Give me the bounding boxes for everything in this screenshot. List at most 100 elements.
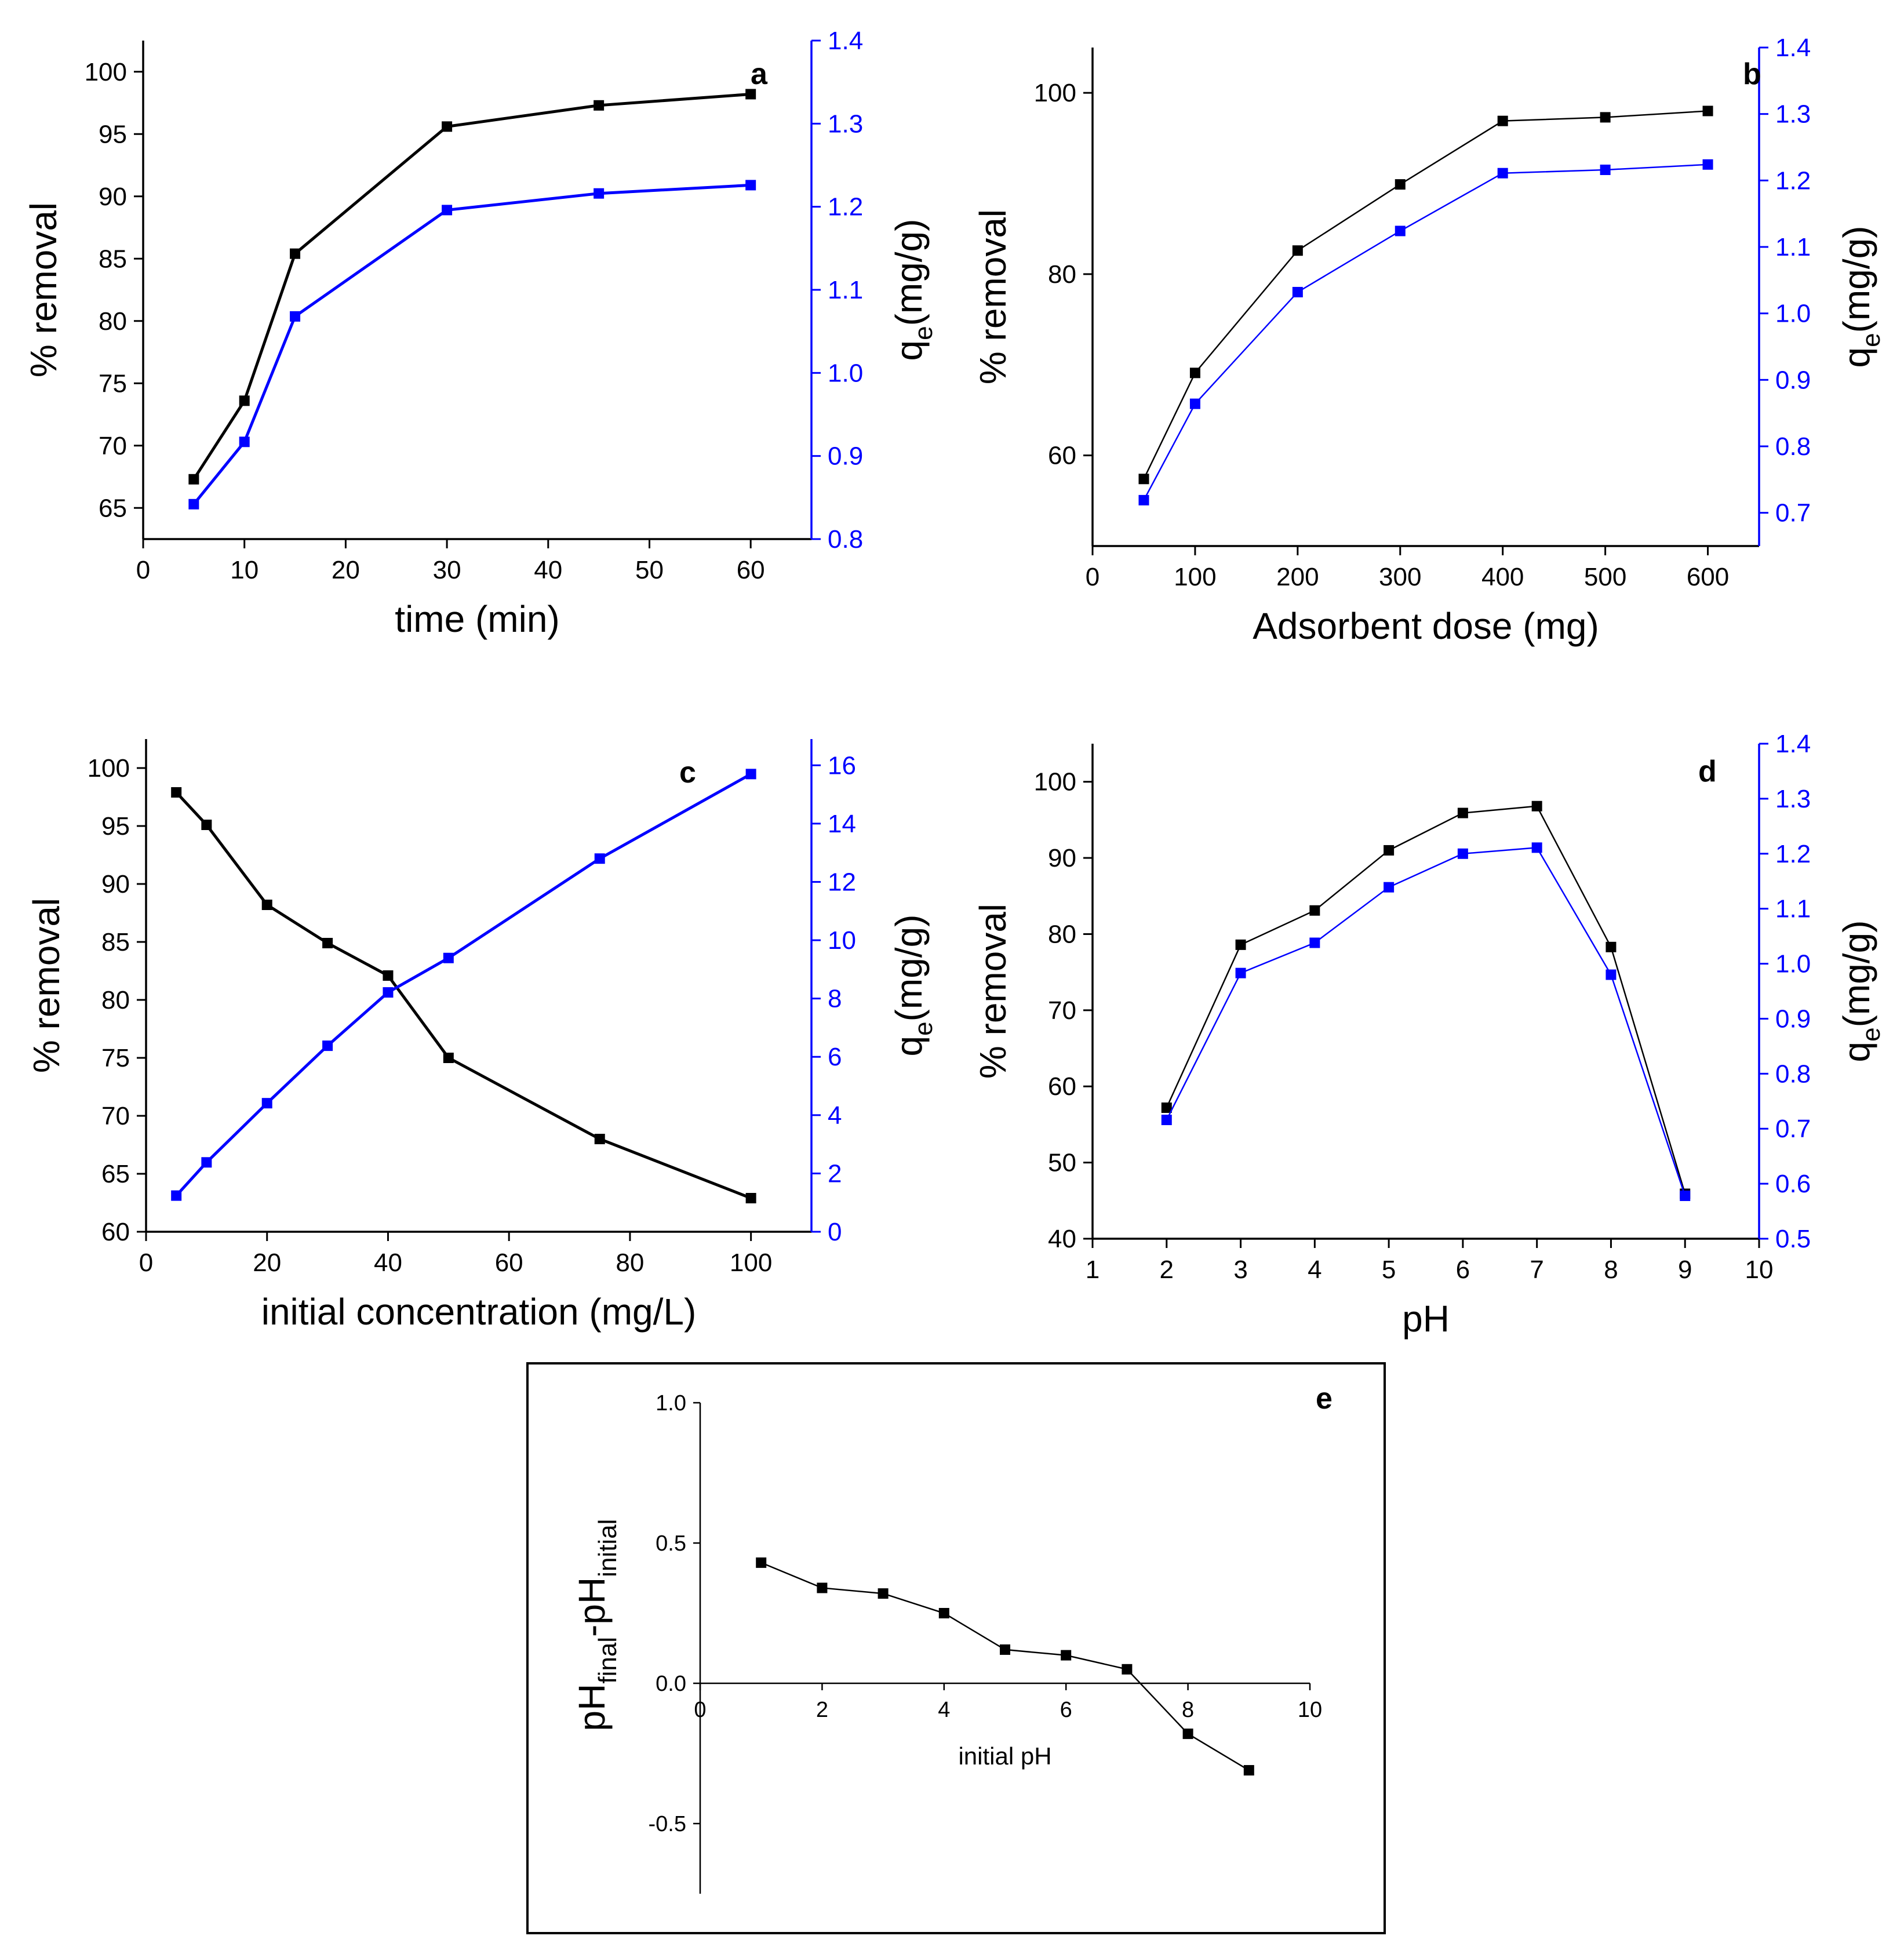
x-tick-label: 60 xyxy=(495,1249,523,1277)
data-point xyxy=(188,474,199,485)
y2-tick-label: 16 xyxy=(828,751,856,780)
y2-tick-label: 1.2 xyxy=(1775,166,1811,195)
y-tick-label: 75 xyxy=(99,369,127,398)
y2-tick-label: 0.7 xyxy=(1775,499,1811,527)
y2-axis-title: qe(mg/g) xyxy=(888,915,938,1057)
y2-tick-label: 0.9 xyxy=(828,442,863,471)
x-tick-label: 600 xyxy=(1687,563,1729,591)
y2-tick-label: 1.3 xyxy=(1775,100,1811,129)
y-tick-label: 95 xyxy=(101,812,130,840)
y-tick-label: 100 xyxy=(88,754,130,783)
data-point xyxy=(938,1608,949,1618)
x-tick-label: 100 xyxy=(1174,563,1216,591)
x-tick-label: 20 xyxy=(253,1249,281,1277)
series-line-qe xyxy=(175,773,752,1197)
y2-tick-label: 0.6 xyxy=(1775,1170,1811,1198)
data-point xyxy=(817,1582,828,1593)
x-tick-label: 60 xyxy=(737,556,765,584)
data-point xyxy=(261,900,272,910)
data-point xyxy=(383,987,394,998)
x-tick-label: 8 xyxy=(1182,1698,1194,1722)
y-tick-label: 100 xyxy=(1034,79,1076,107)
x-tick-label: 0 xyxy=(694,1698,706,1722)
data-point xyxy=(1189,398,1200,409)
x-tick-label: 30 xyxy=(433,556,461,584)
y-tick-label: 60 xyxy=(101,1218,130,1246)
y-tick-label: 1.0 xyxy=(656,1391,686,1416)
y2-tick-label: 1.0 xyxy=(828,359,863,387)
x-axis-title: initial pH xyxy=(958,1742,1051,1770)
y2-axis-title: qe(mg/g) xyxy=(888,219,938,361)
data-point xyxy=(594,1134,605,1144)
x-tick-label: 5 xyxy=(1382,1256,1396,1284)
y2-tick-label: 0.8 xyxy=(1775,432,1811,461)
x-tick-label: 400 xyxy=(1481,563,1524,591)
data-point xyxy=(1138,494,1149,505)
x-tick-label: 10 xyxy=(1298,1698,1322,1722)
data-point xyxy=(1395,179,1406,190)
y-axis-title: pHfinal-pHinitial xyxy=(571,1519,622,1731)
y2-tick-label: 1.3 xyxy=(828,110,863,138)
data-point xyxy=(594,188,605,199)
data-point xyxy=(290,311,301,322)
data-point xyxy=(1531,800,1542,812)
x-axis-title: time (min) xyxy=(395,598,559,640)
y2-tick-label: 6 xyxy=(828,1043,842,1071)
series-line-qe xyxy=(192,183,751,505)
series-line xyxy=(760,1562,1250,1771)
x-tick-label: 10 xyxy=(1745,1256,1774,1284)
y2-axis-title: qe(mg/g) xyxy=(1836,920,1885,1062)
y-tick-label: 60 xyxy=(1048,1072,1076,1101)
data-point xyxy=(1243,1765,1254,1776)
y-tick-label: 60 xyxy=(1048,442,1076,470)
y-axis-title: % removal xyxy=(972,209,1014,384)
data-point xyxy=(594,853,605,864)
panel-d: 1 2 3 4 5 6 7 8 9 10 40 50 60 70 80 90 100 0.5 0.6 0.7 0.8 0.… xyxy=(972,730,1885,1340)
x-tick-label: 500 xyxy=(1584,563,1626,591)
x-tick-label: 3 xyxy=(1233,1256,1247,1284)
data-point xyxy=(201,1157,212,1168)
y2-tick-label: 0.8 xyxy=(1775,1060,1811,1088)
x-tick-label: 100 xyxy=(730,1249,772,1277)
x-tick-label: 4 xyxy=(938,1698,950,1722)
y-tick-label: -0.5 xyxy=(649,1812,686,1836)
data-point xyxy=(1606,941,1617,952)
y-tick-label: 75 xyxy=(101,1044,130,1072)
y2-tick-label: 0.7 xyxy=(1775,1115,1811,1143)
y2-tick-label: 0.9 xyxy=(1775,1005,1811,1033)
y2-tick-label: 1.4 xyxy=(1775,34,1811,62)
y-axis-title: % removal xyxy=(26,898,67,1073)
panel-c: 0 20 40 60 80 100 60 65 70 75 80 85 90 95 100 0 2 4 6 8 10 12… xyxy=(26,739,938,1333)
data-point xyxy=(1309,905,1320,916)
data-point xyxy=(1235,939,1246,950)
y2-tick-label: 1.0 xyxy=(1775,300,1811,328)
x-tick-label: 4 xyxy=(1308,1256,1321,1284)
y2-tick-label: 0 xyxy=(828,1218,842,1246)
y2-tick-label: 0.5 xyxy=(1775,1225,1811,1253)
y-tick-label: 80 xyxy=(1048,920,1076,948)
data-point xyxy=(1497,115,1508,126)
x-tick-label: 300 xyxy=(1379,563,1421,591)
data-point xyxy=(745,769,756,780)
x-tick-label: 80 xyxy=(616,1249,644,1277)
x-tick-label: 0 xyxy=(136,556,150,584)
y-tick-label: 0.0 xyxy=(656,1672,686,1696)
data-point xyxy=(756,1557,767,1568)
panel-a: 0 10 20 30 40 50 60 65 70 75 80 85 90 95 100 0.8 0.9 1.0 1… xyxy=(23,27,938,640)
data-point xyxy=(1161,1102,1172,1114)
data-point xyxy=(290,248,301,259)
data-point xyxy=(188,498,199,510)
data-point xyxy=(1457,807,1468,818)
data-point xyxy=(1061,1650,1072,1661)
y2-tick-label: 1.0 xyxy=(1775,950,1811,978)
x-tick-label: 9 xyxy=(1678,1256,1692,1284)
y-tick-label: 90 xyxy=(101,870,130,898)
x-tick-label: 0 xyxy=(1086,563,1100,591)
y2-tick-label: 1.1 xyxy=(828,276,863,304)
data-point xyxy=(1531,842,1542,853)
y-tick-label: 70 xyxy=(101,1102,130,1130)
x-axis-title: Adsorbent dose (mg) xyxy=(1253,605,1599,647)
data-point xyxy=(1600,164,1611,175)
panel-frame xyxy=(526,1362,1386,1934)
